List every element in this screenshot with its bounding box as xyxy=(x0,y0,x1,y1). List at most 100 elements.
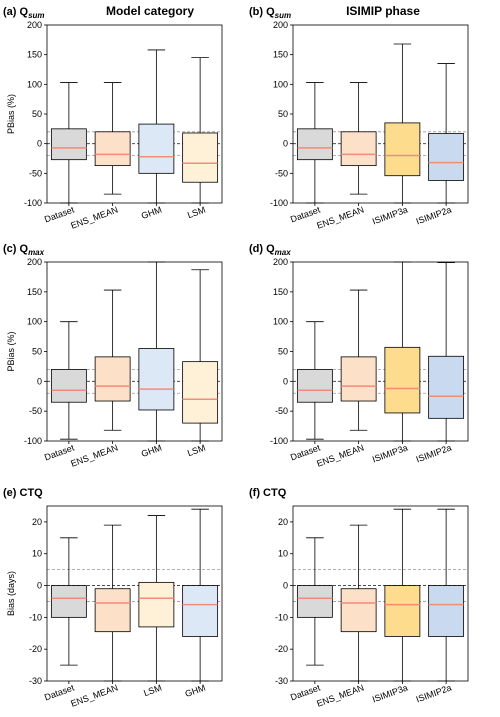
x-tick-label: LSM xyxy=(186,442,207,458)
panel-title-main: (d) Q xyxy=(249,243,275,255)
x-tick-label: ISIMIP2a xyxy=(415,442,453,464)
box xyxy=(384,346,421,414)
box xyxy=(182,585,219,637)
box xyxy=(296,585,333,618)
box xyxy=(50,368,87,403)
y-tick-label: 0 xyxy=(37,376,42,386)
panel-title-main: (e) CTQ xyxy=(3,487,43,499)
panel-title-sub: sum xyxy=(28,11,44,20)
x-tick-label: ISIMIP3a xyxy=(371,204,409,226)
y-tick-label: 100 xyxy=(27,317,42,327)
panel-title: (f) CTQ xyxy=(249,487,287,499)
box xyxy=(428,355,465,419)
box xyxy=(296,368,333,403)
y-tick-label: -30 xyxy=(275,676,288,686)
y-tick-label: 10 xyxy=(278,549,288,559)
x-tick-label: ENS_MEAN xyxy=(69,442,119,468)
box xyxy=(340,356,377,402)
x-tick-label: ENS_MEAN xyxy=(69,204,119,230)
y-tick-label: 20 xyxy=(278,517,288,527)
x-tick-label: LSM xyxy=(186,204,207,220)
y-tick-label: -10 xyxy=(29,612,42,622)
box xyxy=(94,356,131,402)
plot-frame xyxy=(46,24,223,204)
box xyxy=(428,585,465,637)
box xyxy=(50,128,87,161)
y-tick-label: 100 xyxy=(27,79,42,89)
y-tick-label: -20 xyxy=(29,644,42,654)
box xyxy=(182,361,219,424)
box xyxy=(384,585,421,637)
x-tick-label: GHM xyxy=(140,204,163,221)
y-axis-label: Bias (days) xyxy=(6,571,16,616)
y-tick-label: -20 xyxy=(275,644,288,654)
panel-title-main: (b) Q xyxy=(249,6,275,18)
y-tick-label: -100 xyxy=(270,198,288,208)
box xyxy=(50,585,87,618)
box xyxy=(182,132,219,183)
y-tick-label: 150 xyxy=(27,287,42,297)
y-tick-label: 150 xyxy=(273,50,288,60)
y-tick-label: -100 xyxy=(270,436,288,446)
plot-frame xyxy=(46,261,223,442)
box xyxy=(138,348,175,411)
y-tick-label: 50 xyxy=(32,109,42,119)
box xyxy=(138,581,175,628)
plot-frame xyxy=(46,505,223,682)
y-tick-label: 200 xyxy=(27,257,42,267)
y-tick-label: -100 xyxy=(24,436,42,446)
y-tick-label: 200 xyxy=(273,20,288,30)
y-tick-label: 100 xyxy=(273,79,288,89)
panel-title-sub: sum xyxy=(275,11,291,20)
y-tick-label: 200 xyxy=(27,20,42,30)
y-tick-label: -10 xyxy=(275,612,288,622)
box xyxy=(94,131,131,167)
x-tick-label: ISIMIP2a xyxy=(415,204,453,226)
y-tick-label: -50 xyxy=(275,406,288,416)
x-tick-label: ISIMIP2a xyxy=(415,682,453,704)
x-tick-label: GHM xyxy=(184,682,207,699)
y-tick-label: -50 xyxy=(29,168,42,178)
x-tick-label: GHM xyxy=(140,442,163,459)
y-tick-label: -30 xyxy=(29,676,42,686)
plot-frame xyxy=(292,505,469,682)
box xyxy=(340,588,377,633)
y-tick-label: 0 xyxy=(283,376,288,386)
box xyxy=(296,128,333,161)
y-tick-label: 200 xyxy=(273,257,288,267)
y-axis-label: PBias (%) xyxy=(6,94,16,134)
y-tick-label: 20 xyxy=(32,517,42,527)
x-tick-label: ENS_MEAN xyxy=(315,204,365,230)
panel-title-main: (f) CTQ xyxy=(249,487,287,499)
y-tick-label: 0 xyxy=(283,139,288,149)
y-tick-label: 50 xyxy=(32,347,42,357)
panel-title-sub: max xyxy=(275,248,292,257)
y-tick-label: 100 xyxy=(273,317,288,327)
y-tick-label: -50 xyxy=(29,406,42,416)
y-axis-label: PBias (%) xyxy=(6,331,16,371)
y-tick-label: -50 xyxy=(275,168,288,178)
box xyxy=(384,122,421,177)
panel-title: (d) Qmax xyxy=(249,243,291,257)
x-tick-label: ENS_MEAN xyxy=(315,682,365,708)
y-tick-label: 150 xyxy=(27,50,42,60)
panel-title: (c) Qmax xyxy=(3,243,45,257)
box xyxy=(340,131,377,167)
column-title: ISIMIP phase xyxy=(346,4,420,18)
x-tick-label: ENS_MEAN xyxy=(315,442,365,468)
y-tick-label: 10 xyxy=(32,549,42,559)
panel-title: (e) CTQ xyxy=(3,487,43,499)
plot-frame xyxy=(292,24,469,204)
panel-title-main: (a) Q xyxy=(3,6,29,18)
panel-title-sub: max xyxy=(28,248,45,257)
x-tick-label: ISIMIP3a xyxy=(371,682,409,704)
column-title: Model category xyxy=(106,4,194,18)
plot-frame xyxy=(292,261,469,442)
panel-title: (a) Qsum xyxy=(3,6,45,20)
x-tick-label: LSM xyxy=(142,682,163,698)
panel-title: (b) Qsum xyxy=(249,6,291,20)
y-tick-label: 0 xyxy=(283,581,288,591)
x-tick-label: ENS_MEAN xyxy=(69,682,119,708)
box xyxy=(138,123,175,174)
